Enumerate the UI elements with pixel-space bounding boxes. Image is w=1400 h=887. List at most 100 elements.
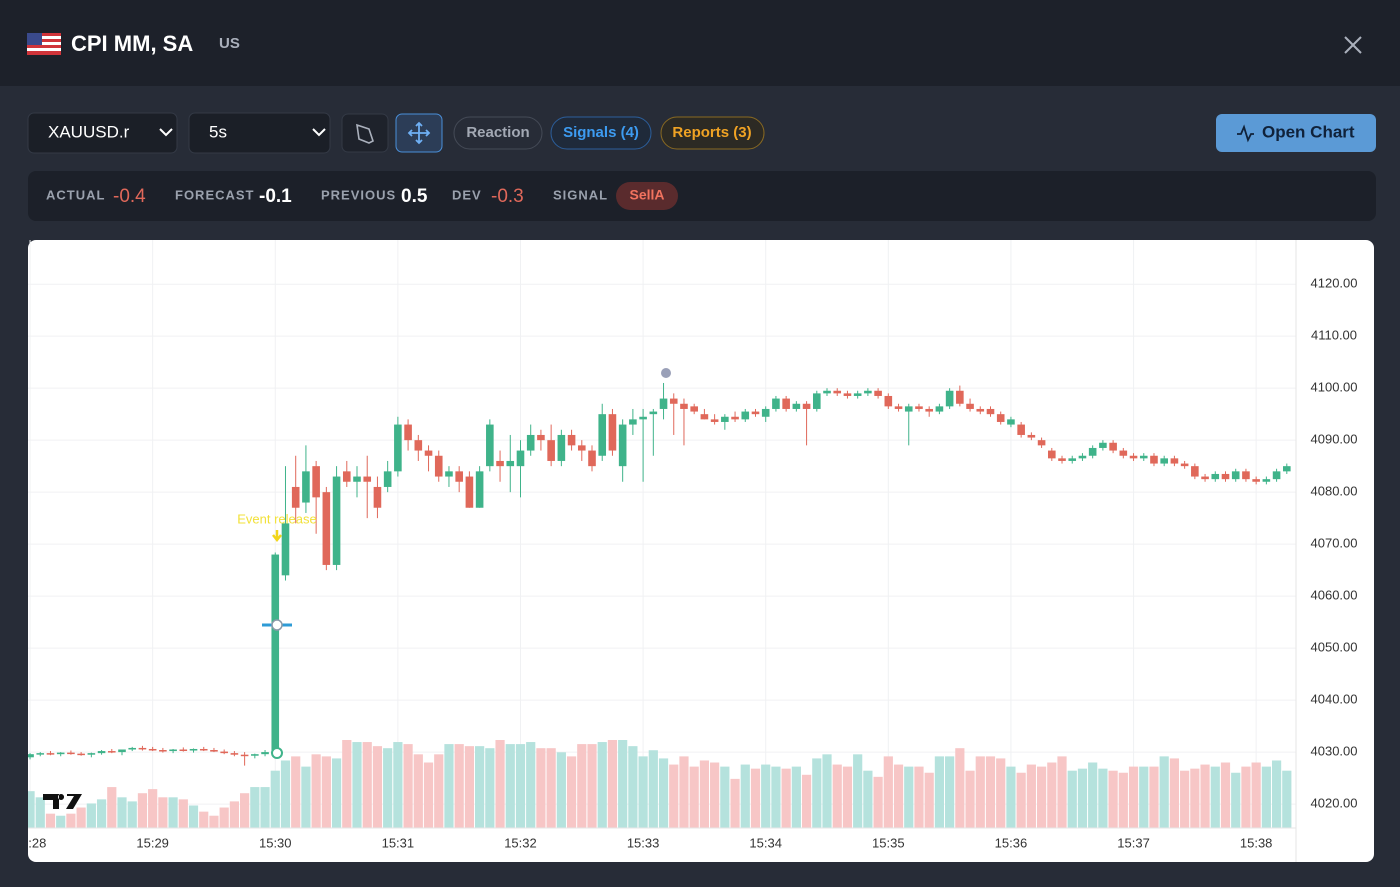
volume-bar [66,813,76,828]
volume-bar [597,742,607,828]
volume-bar [505,744,515,828]
candle-body [966,403,974,409]
volume-bar [178,799,188,828]
volume-bar [485,748,495,828]
volume-bar [1077,768,1088,828]
annotation: Event release [237,511,317,526]
volume-bar [955,748,965,828]
candle-body [557,434,566,461]
candle-body [404,424,412,441]
candle-body [823,390,831,394]
volume-bar [618,740,628,828]
candle-body [1160,458,1168,464]
candle-body [649,411,658,415]
signal-label: SIGNAL [553,187,608,202]
candle-body [148,748,157,751]
candle-body [210,750,218,752]
candle-body [772,398,780,409]
volume-bar [1067,770,1077,828]
volume-bar [689,766,699,828]
y-tick-label: 4100.00 [1311,380,1358,395]
y-tick-label: 4120.00 [1311,276,1358,291]
volume-bar [720,766,730,828]
candle-body [567,434,576,446]
symbol-select[interactable]: XAUUSD.r [27,112,178,154]
chart-card [28,240,1374,862]
candle-body [904,406,913,412]
reports: Reports (3) [672,124,751,141]
candle-body [537,434,545,441]
volume-bar [96,799,107,828]
candle-body [680,403,688,409]
volume-bar [1169,758,1180,828]
volume-bar [648,750,658,828]
candle-body [1180,463,1189,467]
volume-bar [1098,768,1108,828]
stat-value: 0.5 [401,186,428,207]
draw-tool-button[interactable] [341,113,389,153]
volume-bar [148,789,158,828]
reaction-pill[interactable]: Reaction [453,116,543,150]
signals-pill[interactable]: Signals (4) [550,116,652,150]
candle-body [577,445,586,451]
candle-body [618,424,627,467]
signal-pill [616,182,678,210]
close-button[interactable] [1344,36,1362,54]
candle-body [843,393,852,396]
volume-bar [1200,764,1210,828]
candle-body [884,395,893,407]
candle-body [486,424,494,467]
y-tick-label: 4060.00 [1311,588,1358,603]
stat-label: PREVIOUS [321,187,396,202]
candle-body [516,450,525,467]
candle-body [751,411,760,415]
candle-body [1129,455,1138,459]
volume-bar [28,791,35,828]
candle-body [322,492,331,565]
volume-bar [546,748,556,828]
candle-body [1109,442,1117,451]
candle-body [138,747,147,750]
candle-body [353,476,361,482]
x-tick-label: 15:38 [1240,835,1273,850]
candle-body [383,471,392,487]
stats-bar [28,171,1376,221]
x-axis: 15:28 15:29 15:30 15:31 15:32 15:33 15:34 15:35… [28,827,1296,850]
candle-body [853,393,862,396]
candle-body [690,406,698,412]
reports-pill[interactable]: Reports (3) [660,116,765,150]
candle-body [986,408,995,415]
y-tick-label: 4050.00 [1311,640,1358,655]
candle-body [159,750,167,752]
volume-bar [209,815,219,828]
candle-body [118,749,126,753]
candle-body [363,476,372,482]
stat-label: ACTUAL [46,187,105,202]
move-tool-button[interactable] [395,113,443,153]
volume-bar [331,758,342,828]
volume-bar [638,756,648,828]
candle-body [302,471,310,503]
volume-bar [464,746,474,828]
candle-body [1078,455,1087,459]
candle-body [1170,458,1179,464]
volume-layer [28,740,1292,828]
candle-body [608,414,617,451]
candle-body [639,416,647,420]
volume-bar [587,744,597,828]
candle-body [1211,473,1220,480]
candle-body [251,754,259,756]
volume-bar [250,787,260,828]
candle-body [67,752,75,755]
x-tick-label: 15:30 [259,835,292,850]
volume-bar [914,766,924,828]
candle-body [189,748,198,751]
volume-bar [127,801,137,828]
volume-bar [403,744,413,828]
open-chart-button[interactable]: Open Chart [1216,114,1376,152]
candle-body [424,450,433,456]
interval-select[interactable]: 5s [188,112,331,154]
x-tick-label: 15:33 [627,835,660,850]
candle-body [1119,450,1128,456]
